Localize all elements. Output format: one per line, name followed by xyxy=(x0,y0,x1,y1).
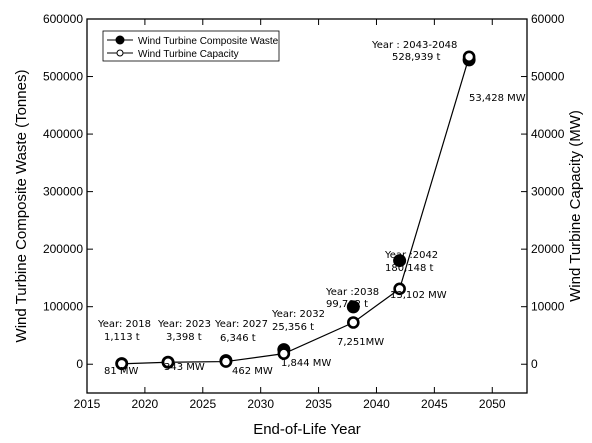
x-tick-label: 2035 xyxy=(305,397,332,411)
capacity-point xyxy=(277,347,291,360)
y-right-tick-label: 0 xyxy=(531,357,538,371)
y-right-axis-title: Wind Turbine Capacity (MW) xyxy=(567,110,584,302)
y-left-tick-label: 200000 xyxy=(43,242,83,256)
capacity-point xyxy=(347,316,360,329)
y-right-tick-label: 60000 xyxy=(531,12,565,26)
legend-capacity-label: Wind Turbine Capacity xyxy=(138,49,239,60)
y-right-tick-label: 10000 xyxy=(531,300,565,314)
annotation-year: Year : 2043-2048 xyxy=(371,40,457,51)
annotation-waste: 6,346 t xyxy=(220,333,256,344)
annotation-year: Year: 2032 xyxy=(271,309,325,320)
x-tick-label: 2025 xyxy=(189,397,216,411)
y-left-tick-label: 400000 xyxy=(43,127,83,141)
annotation-year: Year :2042 xyxy=(384,250,438,261)
x-tick-label: 2030 xyxy=(247,397,274,411)
annotation-year: Year: 2027 xyxy=(214,319,268,330)
legend-box xyxy=(102,30,280,62)
annotation-capacity: 1,844 MW xyxy=(281,358,331,369)
y-right-tick-label: 30000 xyxy=(531,185,565,199)
annotation-capacity: 81 MW xyxy=(104,366,139,377)
annotation-waste: 528,939 t xyxy=(392,52,441,63)
waste-point xyxy=(346,300,360,314)
x-axis-title: End-of-Life Year xyxy=(253,421,361,438)
legend-capacity-marker xyxy=(116,49,124,57)
plot-frame xyxy=(86,18,528,394)
annotation-waste: 25,356 t xyxy=(272,322,314,333)
capacity-point xyxy=(462,50,476,64)
annotation-year: Year: 2018 xyxy=(97,319,151,330)
y-left-tick-label: 600000 xyxy=(43,12,83,26)
capacity-point xyxy=(219,355,233,368)
legend-waste-marker xyxy=(115,35,125,45)
annotation-capacity: 53,428 MW xyxy=(469,93,526,104)
y-left-tick-label: 500000 xyxy=(43,70,83,84)
y-left-tick-label: 300000 xyxy=(43,185,83,199)
x-tick-label: 2020 xyxy=(132,397,159,411)
annotation-capacity: 462 MW xyxy=(232,366,273,377)
annotation-capacity: 7,251MW xyxy=(337,337,384,348)
x-tick-label: 2040 xyxy=(363,397,390,411)
annotation-year: Year: 2023 xyxy=(157,319,211,330)
annotation-waste: 99,702 t xyxy=(326,299,368,310)
annotation-waste: 1,113 t xyxy=(104,332,140,343)
legend-waste-label: Wind Turbine Composite Waste xyxy=(138,36,279,47)
waste-point xyxy=(393,254,407,268)
x-tick-label: 2045 xyxy=(421,397,448,411)
x-tick-label: 2050 xyxy=(479,397,506,411)
x-tick-label: 2015 xyxy=(74,397,101,411)
capacity-point xyxy=(115,357,129,371)
y-right-tick-label: 40000 xyxy=(531,127,565,141)
annotation-waste: 180,148 t xyxy=(385,263,434,274)
y-left-axis-title: Wind Turbine Composite Waste (Tonnes) xyxy=(13,70,30,343)
annotation-capacity: 343 MW xyxy=(164,362,205,373)
y-right-tick-label: 20000 xyxy=(531,242,565,256)
y-left-tick-label: 100000 xyxy=(43,300,83,314)
annotation-year: Year :2038 xyxy=(325,287,379,298)
y-right-tick-label: 50000 xyxy=(531,70,565,84)
annotation-capacity: 13,102 MW xyxy=(390,290,447,301)
annotation-waste: 3,398 t xyxy=(166,332,202,343)
y-left-tick-label: 0 xyxy=(76,357,83,371)
capacity-point xyxy=(393,282,406,296)
capacity-point xyxy=(161,355,175,369)
